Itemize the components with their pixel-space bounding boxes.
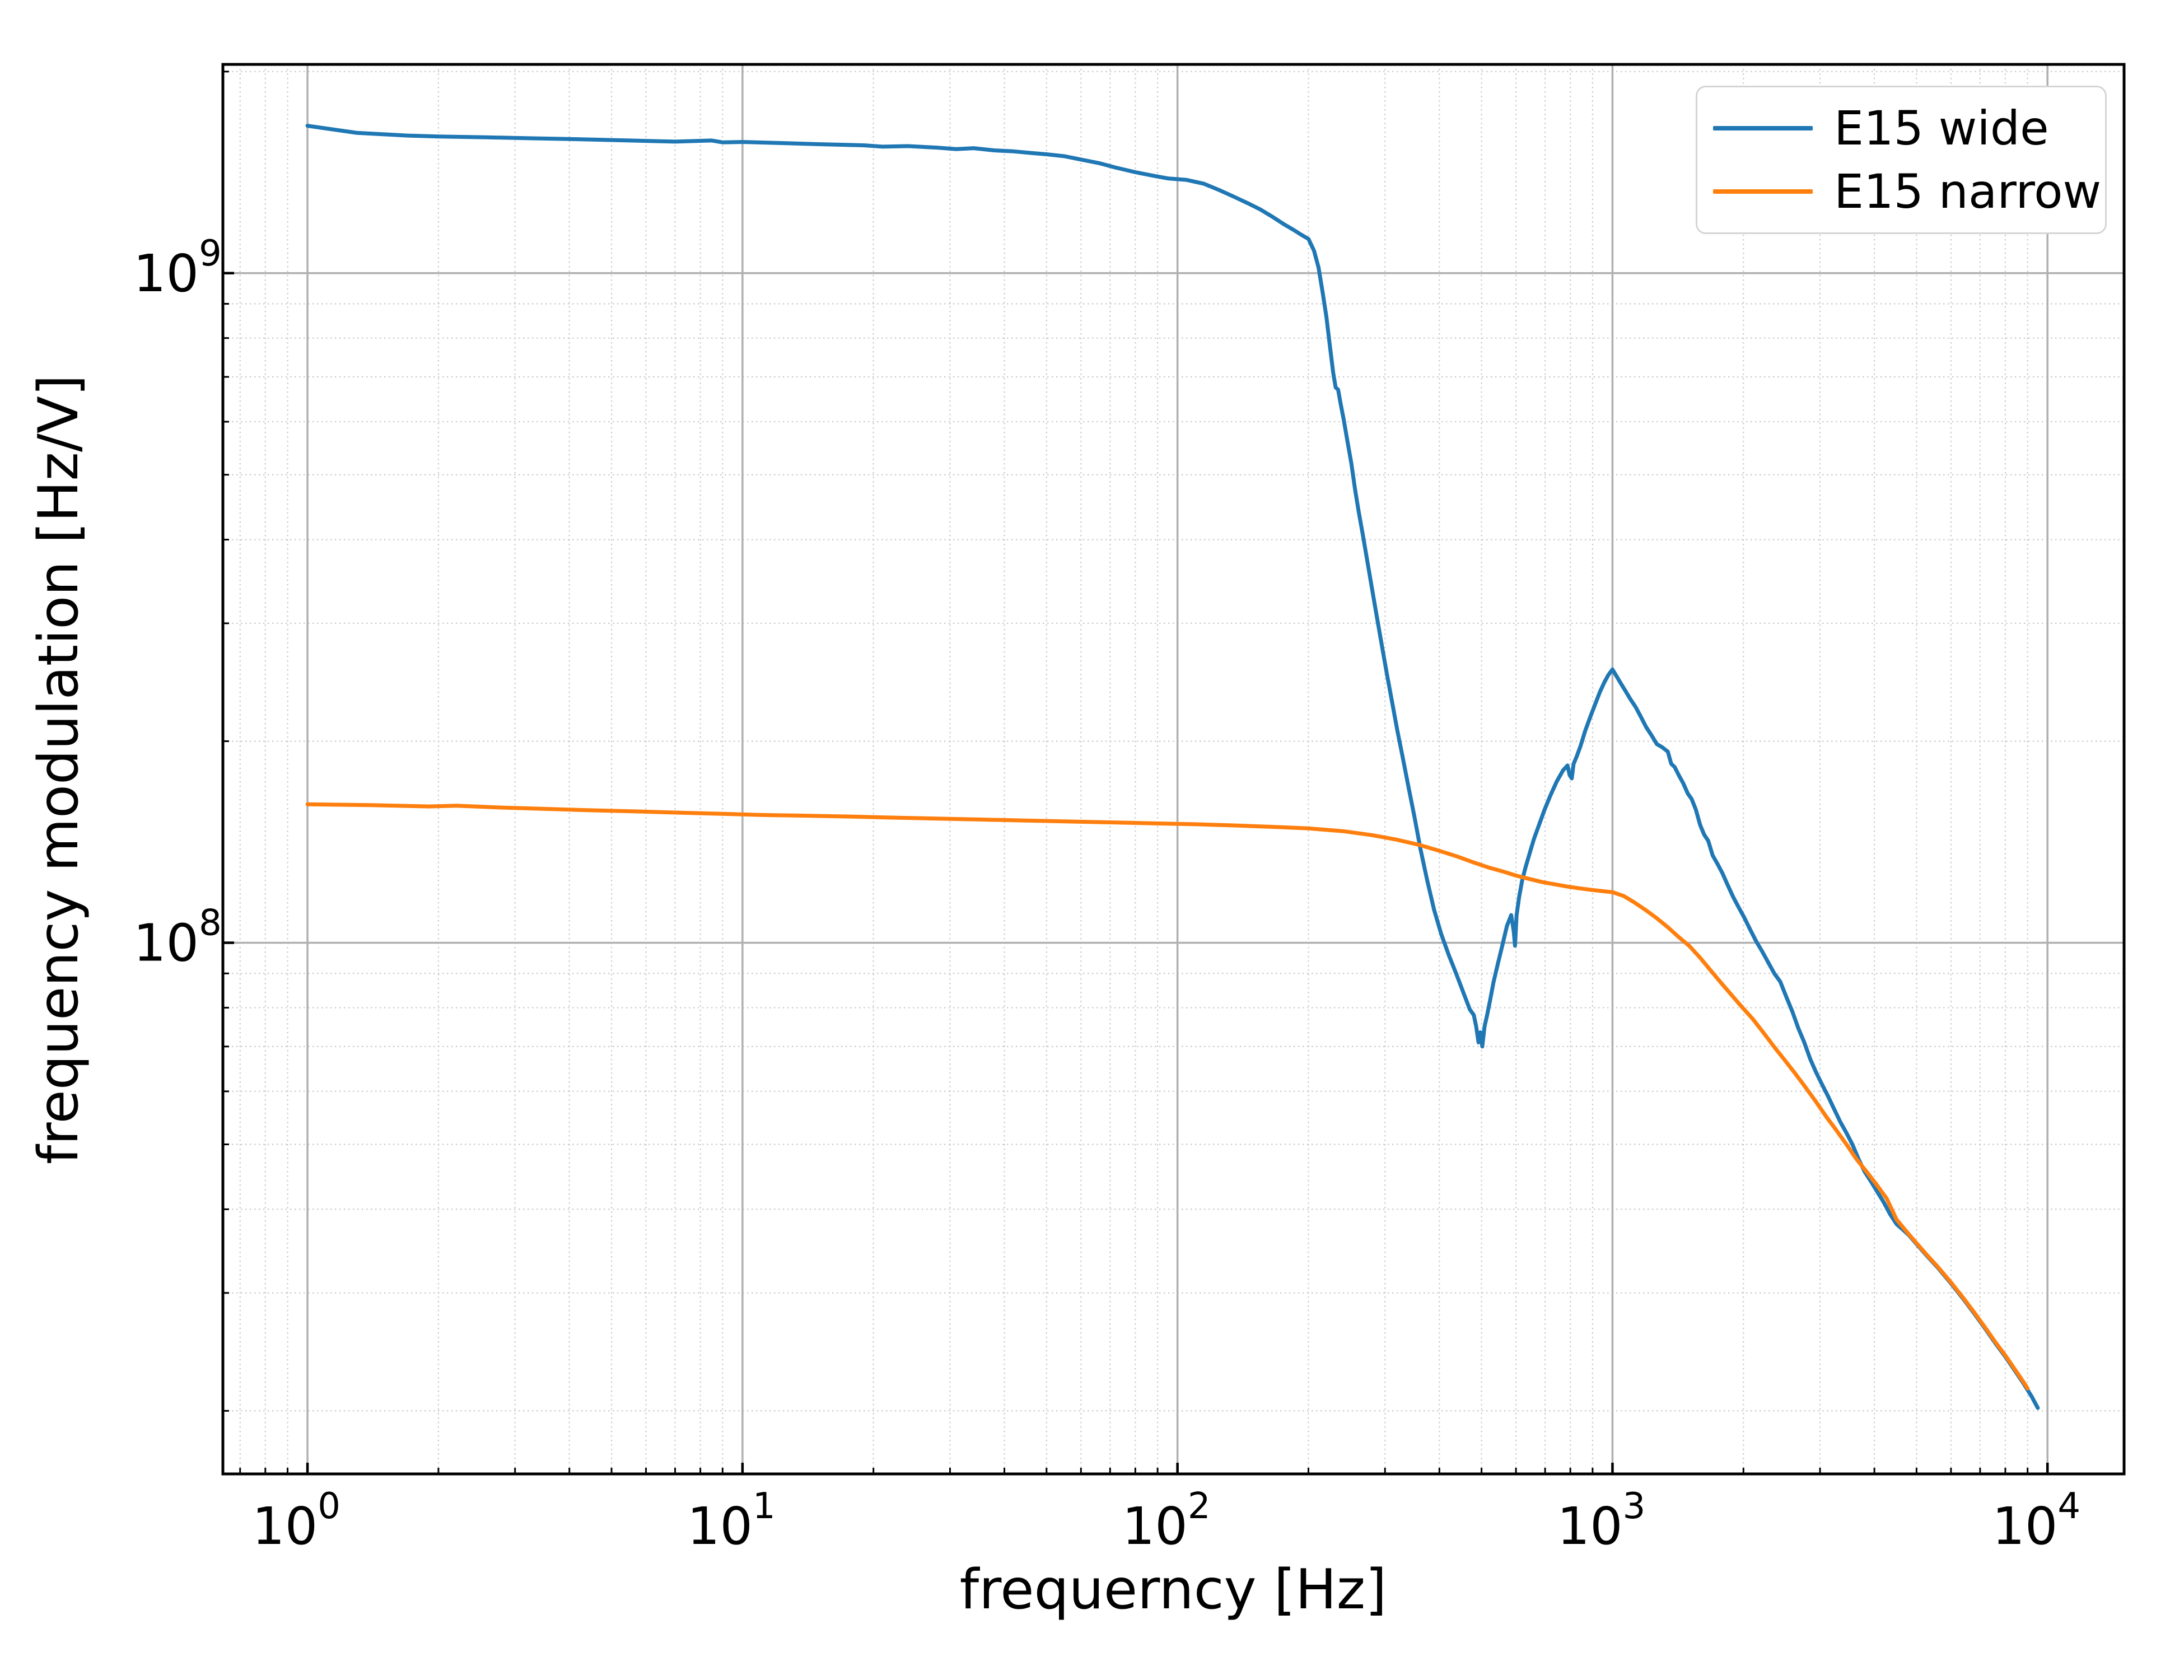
y-tick-label: 109 <box>133 233 222 304</box>
y-tick-label: 108 <box>133 903 222 973</box>
series-line-e15-narrow <box>305 802 2030 1390</box>
legend-entry-e15-narrow: E15 narrow <box>1697 164 2105 219</box>
legend-line-swatch-orange <box>1713 189 1813 194</box>
legend-label: E15 narrow <box>1834 164 2102 219</box>
legend-label: E15 wide <box>1834 101 2049 156</box>
series-line-e15-wide <box>305 124 2040 1410</box>
x-tick-label: 101 <box>687 1486 776 1556</box>
x-tick-label: 103 <box>1557 1486 1646 1556</box>
x-tick-label: 102 <box>1122 1486 1211 1556</box>
y-axis-label: frequency modulation [Hz/V] <box>27 374 91 1165</box>
x-tick-label: 104 <box>1992 1486 2080 1556</box>
legend-entry-e15-wide: E15 wide <box>1697 101 2105 156</box>
axes-spines <box>221 63 2126 1476</box>
legend-line-swatch-blue <box>1713 126 1813 131</box>
x-axis-label: frequerncy [Hz] <box>959 1558 1387 1622</box>
x-tick-label: 100 <box>252 1486 340 1556</box>
legend: E15 wide E15 narrow <box>1696 86 2107 234</box>
